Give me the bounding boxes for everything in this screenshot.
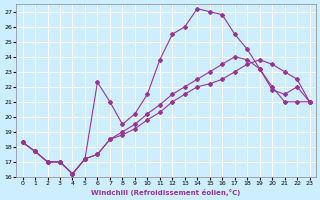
X-axis label: Windchill (Refroidissement éolien,°C): Windchill (Refroidissement éolien,°C) (92, 189, 241, 196)
